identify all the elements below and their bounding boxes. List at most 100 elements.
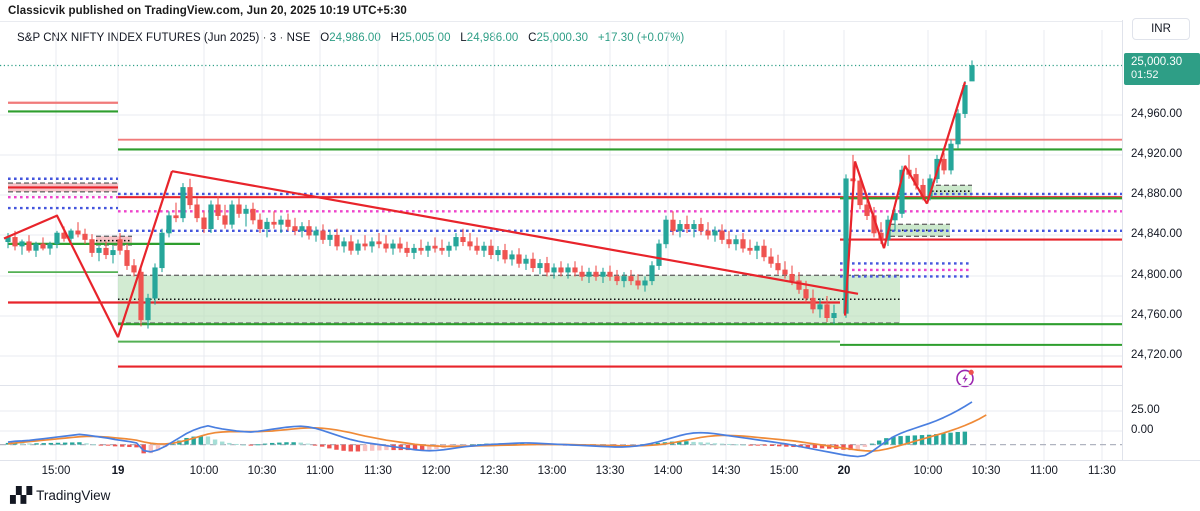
candle-body — [439, 247, 445, 251]
macd-histogram-bar — [469, 444, 475, 446]
indicator-tick-label: 0.00 — [1131, 424, 1154, 436]
trendline-descending-resistance[interactable] — [171, 170, 859, 295]
candle-body — [544, 263, 550, 273]
candle-body — [775, 263, 781, 271]
macd-histogram-bar — [241, 444, 246, 446]
macd-histogram-bar — [698, 442, 703, 445]
time-tick-label: 20 — [837, 465, 851, 477]
macd-histogram-bar — [948, 432, 953, 445]
time-tick-label: 10:30 — [971, 465, 1001, 477]
candle-body — [817, 304, 823, 310]
zone-demand-zone-upper — [928, 185, 972, 198]
macd-histogram-bar — [34, 443, 39, 445]
macd-histogram-bar — [291, 442, 296, 445]
macd-histogram-bar — [777, 444, 782, 447]
candle-body — [131, 265, 137, 273]
candle-body — [782, 269, 788, 275]
legend-low-value: 24,986.00 — [466, 32, 519, 44]
macd-histogram-bar — [298, 442, 303, 445]
candle-body — [941, 158, 947, 171]
candle-body — [565, 267, 571, 273]
candle-body — [642, 280, 648, 286]
candle-body — [334, 234, 340, 247]
macd-histogram-bar — [527, 442, 532, 445]
candle-body — [285, 219, 291, 227]
price-chart-svg[interactable] — [0, 20, 1200, 480]
candle-body — [586, 271, 592, 277]
candle-body — [348, 241, 354, 251]
candle-body — [173, 215, 179, 219]
macd-histogram-bar — [734, 444, 739, 446]
macd-histogram-bar — [312, 444, 318, 446]
candle-body — [33, 243, 39, 251]
macd-histogram-bar — [462, 444, 468, 446]
macd-histogram-bar — [55, 442, 61, 445]
macd-histogram-bar — [98, 444, 104, 446]
time-tick-label: 11:30 — [1088, 465, 1116, 477]
macd-histogram-bar — [762, 444, 768, 446]
price-scale[interactable]: INR 25,000.30 01:52 24,960.00 24,920.00 24… — [1122, 18, 1200, 460]
macd-histogram-bar — [412, 444, 418, 451]
candle-body — [768, 256, 774, 264]
macd-histogram-bar — [955, 432, 960, 445]
candle-body — [327, 234, 333, 240]
macd-histogram-bar — [898, 436, 903, 445]
time-tick-label: 12:30 — [479, 465, 509, 477]
candle-body — [166, 215, 172, 234]
candle-body — [663, 219, 669, 245]
candle-body — [628, 276, 634, 282]
candle-body — [607, 271, 613, 277]
candle-body — [761, 245, 767, 258]
trendline-impulse-2[interactable] — [882, 165, 907, 249]
candle-body — [621, 276, 627, 282]
candle-body — [803, 289, 809, 299]
macd-histogram-bar — [912, 435, 918, 445]
candle-body — [432, 245, 438, 249]
candle-body — [425, 245, 431, 251]
time-scale[interactable]: 15:00 19 10:00 10:30 11:00 11:30 12:00 12:30 13:… — [0, 460, 1200, 484]
trendline-rally-leg[interactable] — [116, 170, 174, 338]
trendline-pullback-2[interactable] — [904, 165, 928, 205]
macd-histogram-bar — [255, 444, 261, 446]
legend-symbol[interactable]: S&P CNX NIFTY INDEX FUTURES (Jun 2025) — [17, 32, 260, 44]
macd-histogram-bar — [184, 437, 189, 445]
macd-histogram-bar — [334, 444, 339, 450]
trendline-rising-wedge-left[interactable] — [3, 214, 119, 338]
candle-body — [299, 226, 305, 232]
macd-histogram-bar — [362, 444, 368, 452]
alert-lightning-icon[interactable] — [956, 369, 974, 388]
chart-canvas[interactable] — [0, 20, 1200, 480]
macd-line — [7, 401, 973, 458]
macd-histogram-bar — [819, 444, 825, 449]
trendline-pullback-1[interactable] — [853, 161, 886, 249]
legend-open-label: O — [320, 32, 330, 44]
macd-histogram-bar — [705, 442, 710, 445]
candle-body — [551, 267, 557, 273]
legend-high-label: H — [390, 32, 399, 44]
macd-histogram-bar — [905, 435, 910, 445]
price-tick-label: 24,800.00 — [1131, 269, 1183, 281]
macd-histogram-bar — [327, 444, 332, 449]
trendline-impulse-3[interactable] — [925, 81, 967, 205]
candle-body — [341, 241, 347, 247]
candle-body — [362, 243, 368, 247]
trendline-impulse-up-right[interactable] — [843, 161, 857, 316]
price-tick-label: 24,760.00 — [1131, 309, 1183, 321]
macd-histogram-bar — [719, 443, 725, 445]
candle-body — [26, 241, 32, 251]
macd-histogram-bar — [141, 444, 146, 454]
candle-body — [187, 187, 193, 206]
candle-body — [229, 204, 235, 225]
macd-histogram-bar — [812, 444, 818, 449]
time-tick-label: 13:30 — [595, 465, 625, 477]
candle-body — [264, 221, 270, 229]
macd-histogram-bar — [369, 444, 375, 451]
macd-histogram-bar — [377, 444, 382, 451]
candle-body — [670, 219, 676, 232]
candle-body — [313, 230, 319, 236]
time-tick-label: 13:00 — [537, 465, 567, 477]
legend-interval[interactable]: 3 — [269, 32, 277, 44]
macd-histogram-bar — [862, 444, 868, 448]
candle-body — [572, 267, 578, 273]
currency-badge[interactable]: INR — [1132, 18, 1190, 40]
